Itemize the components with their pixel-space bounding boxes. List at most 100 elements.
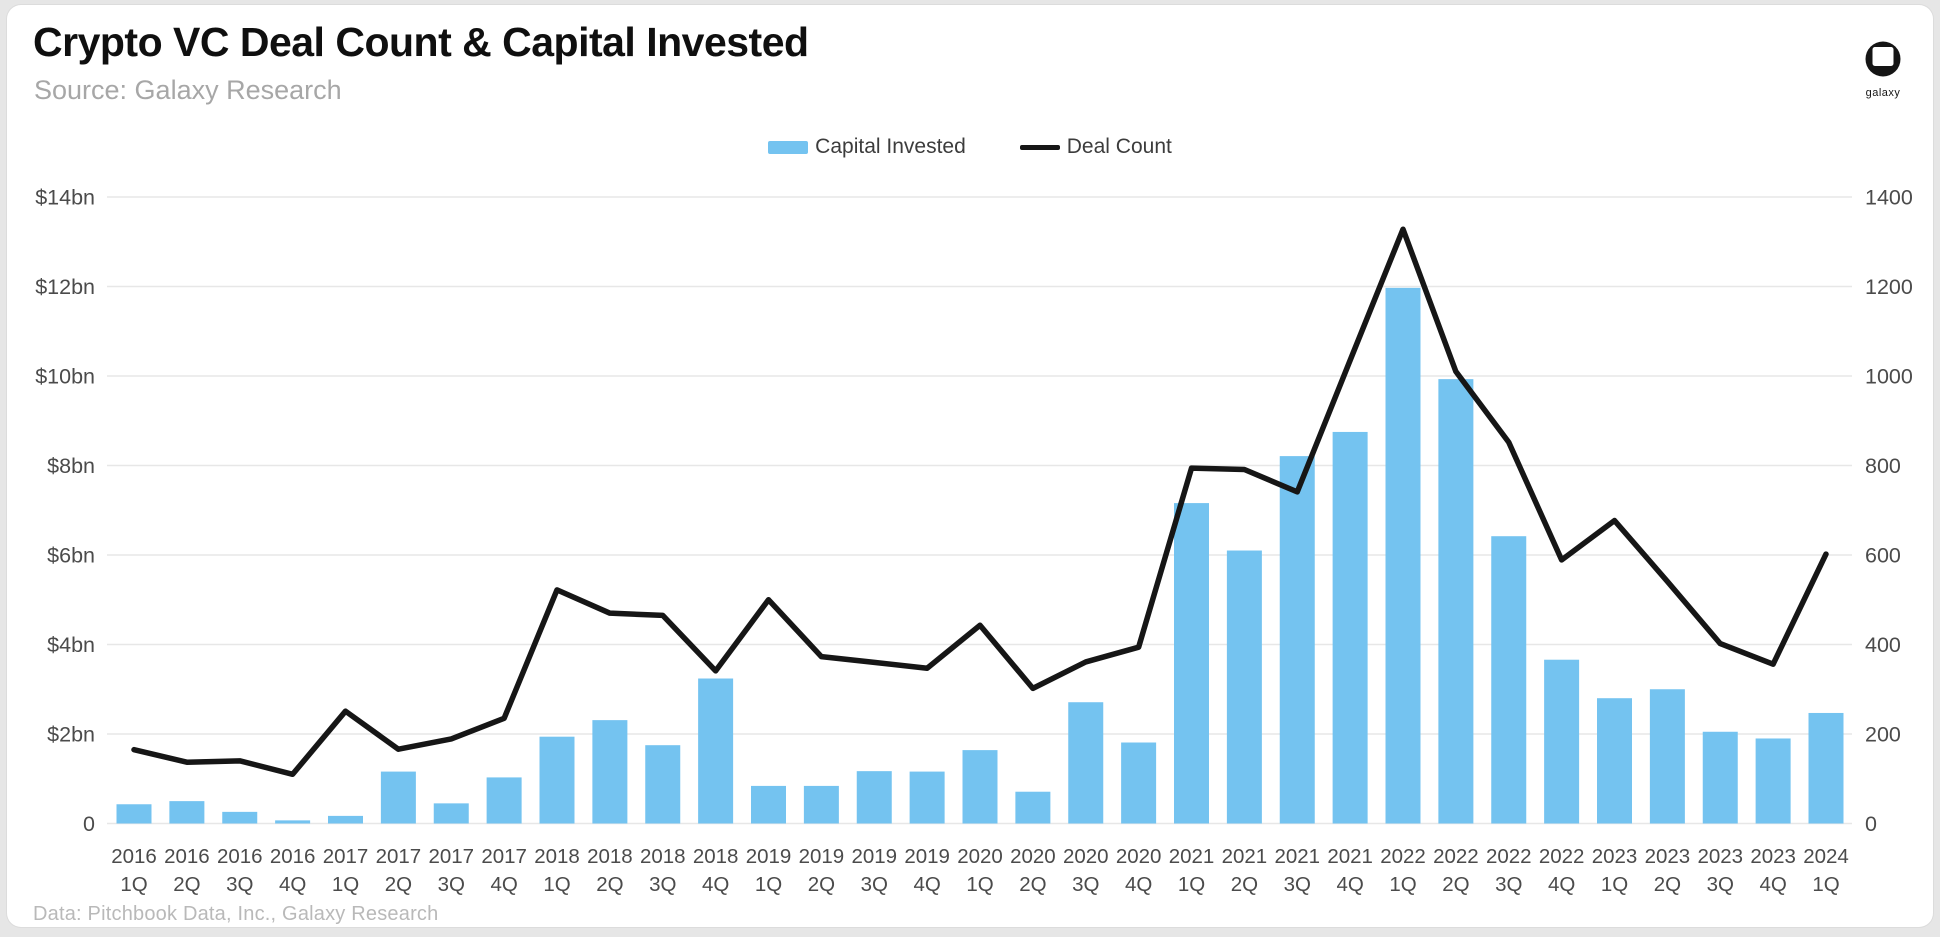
logo-square <box>1872 47 1894 66</box>
bar-2023-4Q <box>1755 738 1791 824</box>
chart-legend: Capital Invested Deal Count <box>7 135 1933 159</box>
x-axis-label-year: 2023 <box>1645 845 1691 868</box>
x-axis-label-quarter: 2Q <box>1442 873 1469 896</box>
x-axis-label-quarter: 3Q <box>438 873 465 896</box>
x-axis-label-year: 2016 <box>270 845 316 868</box>
legend-label-deal-count: Deal Count <box>1066 135 1172 158</box>
bar-2019-3Q <box>856 771 892 824</box>
y-axis-label-left: $6bn <box>47 544 95 568</box>
bar-2024-1Q <box>1808 712 1844 824</box>
x-axis-label-quarter: 4Q <box>490 873 517 896</box>
x-axis-label-year: 2017 <box>428 845 474 868</box>
data-source-footnote: Data: Pitchbook Data, Inc., Galaxy Resea… <box>33 903 439 925</box>
x-axis-label-year: 2019 <box>904 845 950 868</box>
bar-2020-2Q <box>1015 791 1051 824</box>
x-axis-label-year: 2021 <box>1222 845 1268 868</box>
legend-item-capital-invested: Capital Invested <box>768 135 966 159</box>
bar-2020-4Q <box>1121 742 1157 824</box>
x-axis-label-quarter: 2Q <box>1654 873 1681 896</box>
x-axis-label-year: 2020 <box>1010 845 1056 868</box>
x-axis-label-year: 2020 <box>1116 845 1162 868</box>
bar-2018-3Q <box>645 745 681 824</box>
bar-2023-1Q <box>1597 698 1632 824</box>
x-axis-label-year: 2018 <box>534 845 580 868</box>
bar-2017-4Q <box>486 777 522 824</box>
x-axis-label-quarter: 2Q <box>1019 873 1046 896</box>
y-axis-label-left: $2bn <box>47 723 95 747</box>
chart-card: Crypto VC Deal Count & Capital Invested … <box>7 5 1933 927</box>
y-axis-label-left: $12bn <box>35 275 95 299</box>
x-axis-label-quarter: 1Q <box>966 873 993 896</box>
x-axis-label-quarter: 4Q <box>913 873 940 896</box>
x-axis-label-year: 2024 <box>1803 845 1849 868</box>
x-axis-label-quarter: 3Q <box>1284 873 1311 896</box>
x-axis-label-year: 2023 <box>1592 845 1638 868</box>
x-axis-label-year: 2020 <box>957 845 1003 868</box>
x-axis-label-year: 2016 <box>164 845 210 868</box>
y-axis-label-right: 1400 <box>1865 186 1913 210</box>
y-axis-label-left: $4bn <box>47 633 95 657</box>
legend-label-capital-invested: Capital Invested <box>815 135 966 158</box>
bar-2023-3Q <box>1702 731 1738 824</box>
y-axis-label-right: 1000 <box>1865 365 1913 389</box>
x-axis-label-quarter: 1Q <box>1178 873 1205 896</box>
x-axis-label-year: 2021 <box>1274 845 1320 868</box>
x-axis-label-year: 2018 <box>587 845 633 868</box>
x-axis-label-year: 2019 <box>851 845 897 868</box>
x-axis-label-quarter: 2Q <box>808 873 835 896</box>
bar-2021-3Q <box>1279 456 1315 824</box>
bar-2022-1Q <box>1385 287 1421 824</box>
x-axis-label-quarter: 3Q <box>226 873 253 896</box>
x-axis-label-year: 2023 <box>1750 845 1796 868</box>
bar-2020-1Q <box>962 750 998 824</box>
y-axis-label-right: 0 <box>1865 812 1877 836</box>
bar-2021-4Q <box>1332 431 1368 824</box>
x-axis-label-year: 2017 <box>481 845 527 868</box>
x-axis-label-year: 2023 <box>1697 845 1743 868</box>
x-axis-label-year: 2018 <box>640 845 686 868</box>
x-axis-label-year: 2022 <box>1380 845 1426 868</box>
chart-canvas: $14bn 1400 $12bn 1200 $10bn 1000 $8bn 800 $6bn 60… <box>35 186 1913 897</box>
bar-2016-1Q <box>116 804 152 824</box>
y-axis-label-left: $8bn <box>47 454 95 478</box>
y-axis-label-right: 400 <box>1865 633 1901 657</box>
x-axis-label-quarter: 1Q <box>1812 873 1839 896</box>
x-axis-label-year: 2022 <box>1433 845 1479 868</box>
page-subtitle: Source: Galaxy Research <box>34 75 342 105</box>
x-axis-label-year: 2021 <box>1169 845 1215 868</box>
y-axis-label-left: 0 <box>83 812 95 836</box>
x-axis-label-quarter: 2Q <box>596 873 623 896</box>
bar-2023-2Q <box>1649 689 1685 824</box>
bar-2020-3Q <box>1068 702 1104 824</box>
bar-2019-1Q <box>751 785 786 824</box>
x-axis-label-quarter: 1Q <box>755 873 782 896</box>
bar-2016-2Q <box>169 801 205 824</box>
x-axis-label-quarter: 3Q <box>1072 873 1099 896</box>
x-axis-label-year: 2021 <box>1327 845 1373 868</box>
capital-invested-swatch-icon <box>768 140 809 154</box>
x-axis-label-quarter: 2Q <box>173 873 200 896</box>
deal-count-swatch-icon <box>1019 144 1060 150</box>
bar-2022-2Q <box>1438 379 1474 824</box>
bar-2021-1Q <box>1174 503 1209 824</box>
x-axis-label-quarter: 1Q <box>120 873 147 896</box>
bar-2016-3Q <box>222 811 258 824</box>
x-axis-label-year: 2018 <box>693 845 739 868</box>
x-axis-label-quarter: 4Q <box>1125 873 1152 896</box>
bar-2022-4Q <box>1544 659 1580 824</box>
x-axis-label-quarter: 2Q <box>1231 873 1258 896</box>
galaxy-logo-icon <box>1865 41 1901 77</box>
x-axis-label-year: 2017 <box>376 845 422 868</box>
bar-2017-1Q <box>328 815 363 824</box>
y-axis-label-right: 800 <box>1865 454 1901 478</box>
bar-2021-2Q <box>1226 550 1262 824</box>
x-axis-label-year: 2019 <box>799 845 845 868</box>
x-axis-label-quarter: 4Q <box>1548 873 1575 896</box>
x-axis-label-quarter: 3Q <box>1707 873 1734 896</box>
x-axis-label-year: 2016 <box>217 845 263 868</box>
deal-count-line <box>131 226 1829 778</box>
y-axis-label-left: $14bn <box>35 186 95 210</box>
bar-2018-2Q <box>592 720 628 824</box>
x-axis-label-year: 2020 <box>1063 845 1109 868</box>
galaxy-logo-text: galaxy <box>1865 87 1901 99</box>
